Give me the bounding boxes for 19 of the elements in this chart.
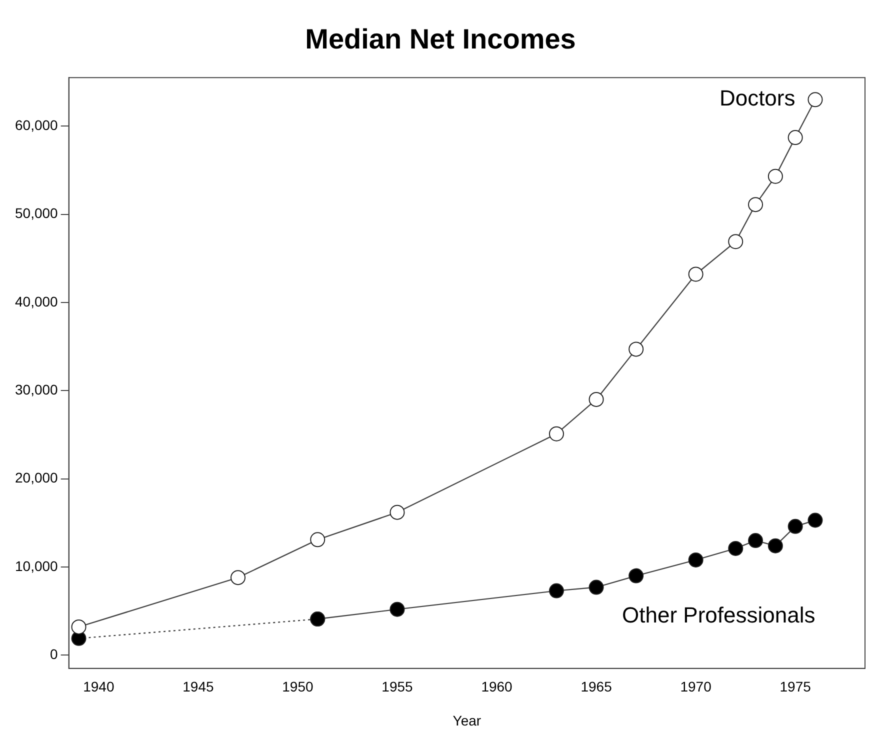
y-tick-label: 10,000 [14,558,58,574]
x-tick-label: 1975 [780,678,812,695]
x-tick-label: 1970 [680,678,712,695]
series-label: Doctors [719,86,796,111]
series-label: Other Professionals [622,602,816,628]
y-tick-label: 40,000 [14,293,58,310]
x-tick-label: 1965 [580,678,612,695]
x-axis-title: Year [452,712,482,728]
y-tick-label: 0 [50,646,58,662]
x-tick-label: 1950 [282,678,314,695]
x-tick-label: 1960 [481,678,513,695]
chart-title: Median Net Incomes [305,24,576,55]
y-tick-label: 20,000 [14,470,58,486]
x-tick-label: 1945 [182,678,214,695]
x-tick-label: 1940 [83,678,114,695]
y-tick-label: 30,000 [14,381,58,398]
y-tick-label: 50,000 [14,205,58,222]
x-tick-label: 1955 [382,678,414,695]
y-tick-label: 60,000 [14,116,58,133]
